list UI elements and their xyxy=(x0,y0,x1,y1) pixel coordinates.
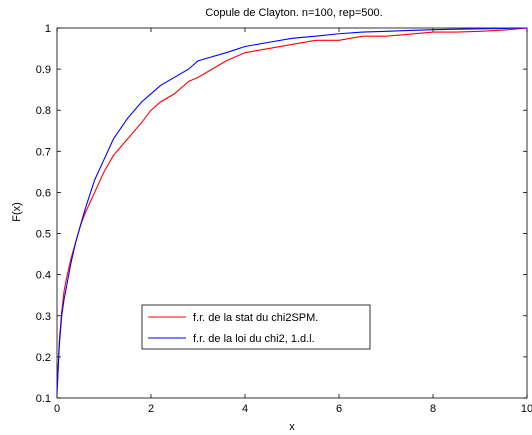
y-tick-label: 0.8 xyxy=(36,105,51,117)
y-tick-label: 0.9 xyxy=(36,64,51,76)
series-line-1 xyxy=(56,27,528,394)
y-tick-label: 0.5 xyxy=(36,229,51,241)
y-tick-label: 0.6 xyxy=(36,187,51,199)
x-tick-label: 4 xyxy=(242,403,248,415)
legend-label-stat: f.r. de la stat du chi2SPM. xyxy=(193,312,318,324)
x-tick-label: 0 xyxy=(54,403,60,415)
y-tick-label: 1 xyxy=(45,23,51,35)
y-tick-label: 0.1 xyxy=(36,393,51,405)
x-tick-label: 10 xyxy=(521,403,532,415)
legend: f.r. de la stat du chi2SPM. f.r. de la l… xyxy=(141,304,371,350)
plot-area: 0 2 4 6 8 10 0.1 0.2 0.3 0.4 0.5 0.6 0.7 0.8 0.9 1 xyxy=(36,23,532,415)
legend-box xyxy=(141,304,371,350)
y-axis-label: F(x) xyxy=(11,202,23,222)
x-tick-label: 2 xyxy=(148,403,154,415)
y-tick-label: 0.4 xyxy=(36,270,51,282)
series-line-0 xyxy=(56,27,528,390)
legend-label-chi2: f.r. de la loi du chi2, 1.d.l. xyxy=(193,333,315,345)
chart-title: Copule de Clayton. n=100, rep=500. xyxy=(205,7,382,19)
x-tick-label: 6 xyxy=(336,403,342,415)
x-axis-label: x xyxy=(289,421,295,433)
y-tick-label: 0.2 xyxy=(36,352,51,364)
y-tick-label: 0.3 xyxy=(36,311,51,323)
y-tick-label: 0.7 xyxy=(36,146,51,158)
x-tick-label: 8 xyxy=(430,403,436,415)
